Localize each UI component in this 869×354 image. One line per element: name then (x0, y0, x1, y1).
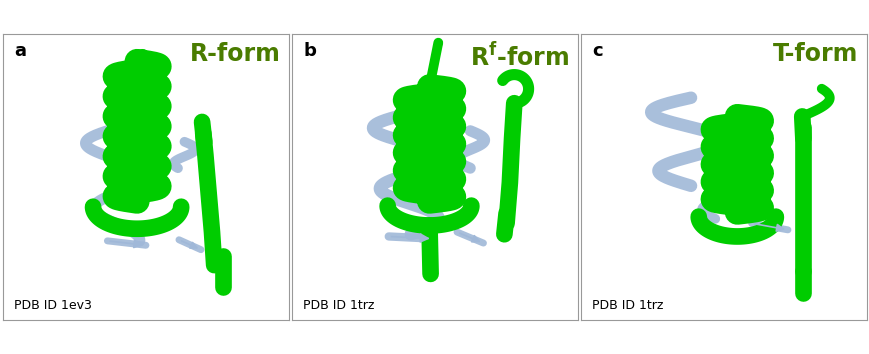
Text: PDB ID 1trz: PDB ID 1trz (592, 298, 663, 312)
Text: b: b (303, 42, 315, 61)
Text: R-form: R-form (189, 42, 280, 67)
Text: T-form: T-form (773, 42, 858, 67)
Text: PDB ID 1trz: PDB ID 1trz (303, 298, 375, 312)
Text: PDB ID 1ev3: PDB ID 1ev3 (14, 298, 92, 312)
Text: a: a (14, 42, 26, 61)
Text: c: c (592, 42, 602, 61)
Text: $\mathbf{R^f}$-form: $\mathbf{R^f}$-form (470, 42, 569, 71)
